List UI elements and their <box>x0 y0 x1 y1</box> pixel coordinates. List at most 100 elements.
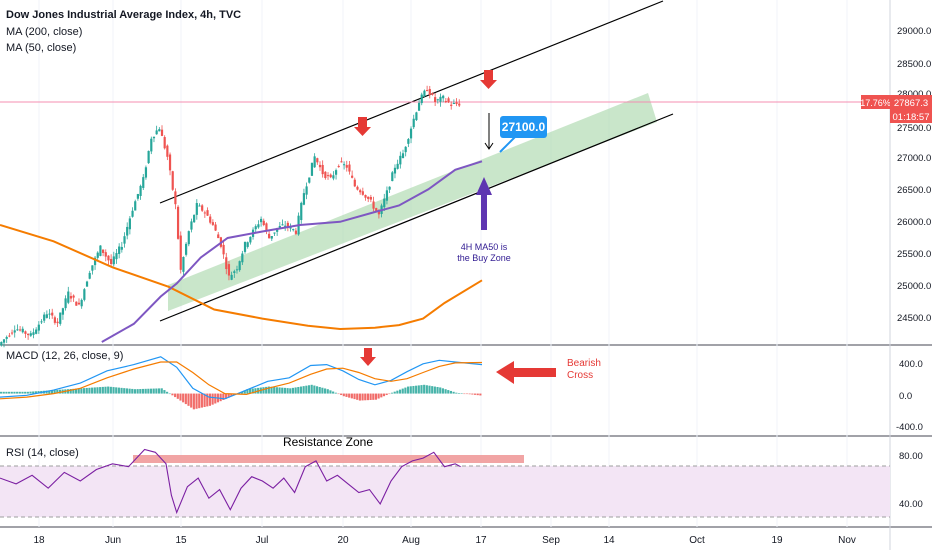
macd-bar <box>356 393 359 400</box>
candle <box>297 212 300 236</box>
candle <box>147 150 150 164</box>
macd-bar <box>120 387 123 394</box>
candle <box>134 199 137 211</box>
macd-bar <box>155 388 158 394</box>
time-tick: 19 <box>771 535 783 546</box>
candle <box>265 222 268 235</box>
macd-bar <box>297 386 300 394</box>
candle <box>286 220 289 232</box>
candle <box>179 231 182 274</box>
time-tick: 18 <box>33 535 45 546</box>
price-tick: 25500.0 <box>897 249 931 260</box>
macd-bar <box>160 388 163 394</box>
macd-histogram <box>0 384 482 410</box>
macd-bar <box>206 393 209 407</box>
candle <box>214 221 217 232</box>
candle <box>45 310 48 319</box>
candle <box>18 325 22 332</box>
candle <box>168 152 172 176</box>
candle <box>91 265 94 275</box>
candle <box>88 270 91 280</box>
price-tick: 28000.0 <box>897 89 931 100</box>
macd-bar <box>382 393 386 397</box>
macd-bar <box>190 393 193 408</box>
ma200-label: MA (200, close) <box>6 26 82 38</box>
candle <box>142 173 145 191</box>
ma50-line <box>101 160 483 343</box>
candle <box>340 157 343 163</box>
macd-bar <box>441 388 444 394</box>
candle <box>32 328 35 339</box>
down-arrow-icon <box>360 348 376 366</box>
time-tick: 20 <box>337 535 349 546</box>
macd-bar <box>423 384 426 394</box>
candle <box>367 196 370 203</box>
candle <box>417 99 421 111</box>
candle <box>171 170 174 191</box>
candle <box>217 232 220 239</box>
price-tick: 28500.0 <box>897 59 931 70</box>
macd-bar <box>350 393 353 399</box>
target-callout-box <box>500 116 547 138</box>
macd-bar <box>13 391 16 394</box>
macd-bar <box>168 393 171 395</box>
candle <box>198 203 201 207</box>
macd-bar <box>141 388 145 394</box>
candle <box>5 335 8 343</box>
macd-bar <box>77 388 80 394</box>
candle <box>53 315 56 325</box>
macd-bar <box>91 387 94 394</box>
candle <box>233 269 236 278</box>
macd-bar <box>265 386 268 394</box>
candle <box>174 188 177 210</box>
candle <box>225 252 228 275</box>
candle <box>294 227 297 236</box>
macd-bar <box>96 387 99 394</box>
macd-bar <box>37 391 40 394</box>
candle <box>316 157 319 165</box>
up-arrow-icon <box>476 177 492 230</box>
price-tick: 25000.0 <box>897 281 931 292</box>
candle <box>412 114 415 130</box>
macd-bar <box>166 391 169 394</box>
macd-bar <box>99 387 102 394</box>
macd-bar <box>157 388 161 394</box>
candle <box>254 224 257 234</box>
candle <box>235 265 239 274</box>
candle <box>182 256 185 276</box>
macd-bar <box>361 393 364 401</box>
macd-bar <box>128 388 131 394</box>
candle <box>420 92 423 106</box>
macd-bar <box>315 386 319 394</box>
price-tick: 29000.0 <box>897 26 931 37</box>
candle <box>359 188 362 195</box>
candle <box>155 125 158 135</box>
macd-bar <box>412 385 415 394</box>
candle <box>126 222 129 240</box>
macd-bar <box>2 391 5 394</box>
candle <box>75 301 78 306</box>
macd-bar <box>21 391 24 394</box>
macd-bar <box>281 387 284 394</box>
candle <box>185 242 188 257</box>
candle <box>313 153 316 168</box>
macd-bar <box>224 393 228 399</box>
candle <box>10 329 14 336</box>
candle <box>40 319 43 325</box>
grid <box>38 0 848 527</box>
left-arrow-icon <box>496 361 556 384</box>
time-tick: 15 <box>175 535 187 546</box>
candle <box>423 89 426 98</box>
time-tick: 17 <box>475 535 487 546</box>
candle <box>187 230 190 247</box>
macd-bar <box>444 389 447 394</box>
down-arrow-icon <box>484 113 494 150</box>
macd-bar <box>176 393 179 399</box>
candle <box>230 271 233 281</box>
candle <box>257 220 260 229</box>
macd-bar <box>115 387 118 394</box>
candle <box>273 232 276 237</box>
candle <box>308 177 311 184</box>
candle <box>361 187 364 196</box>
macd-bar <box>133 389 137 394</box>
